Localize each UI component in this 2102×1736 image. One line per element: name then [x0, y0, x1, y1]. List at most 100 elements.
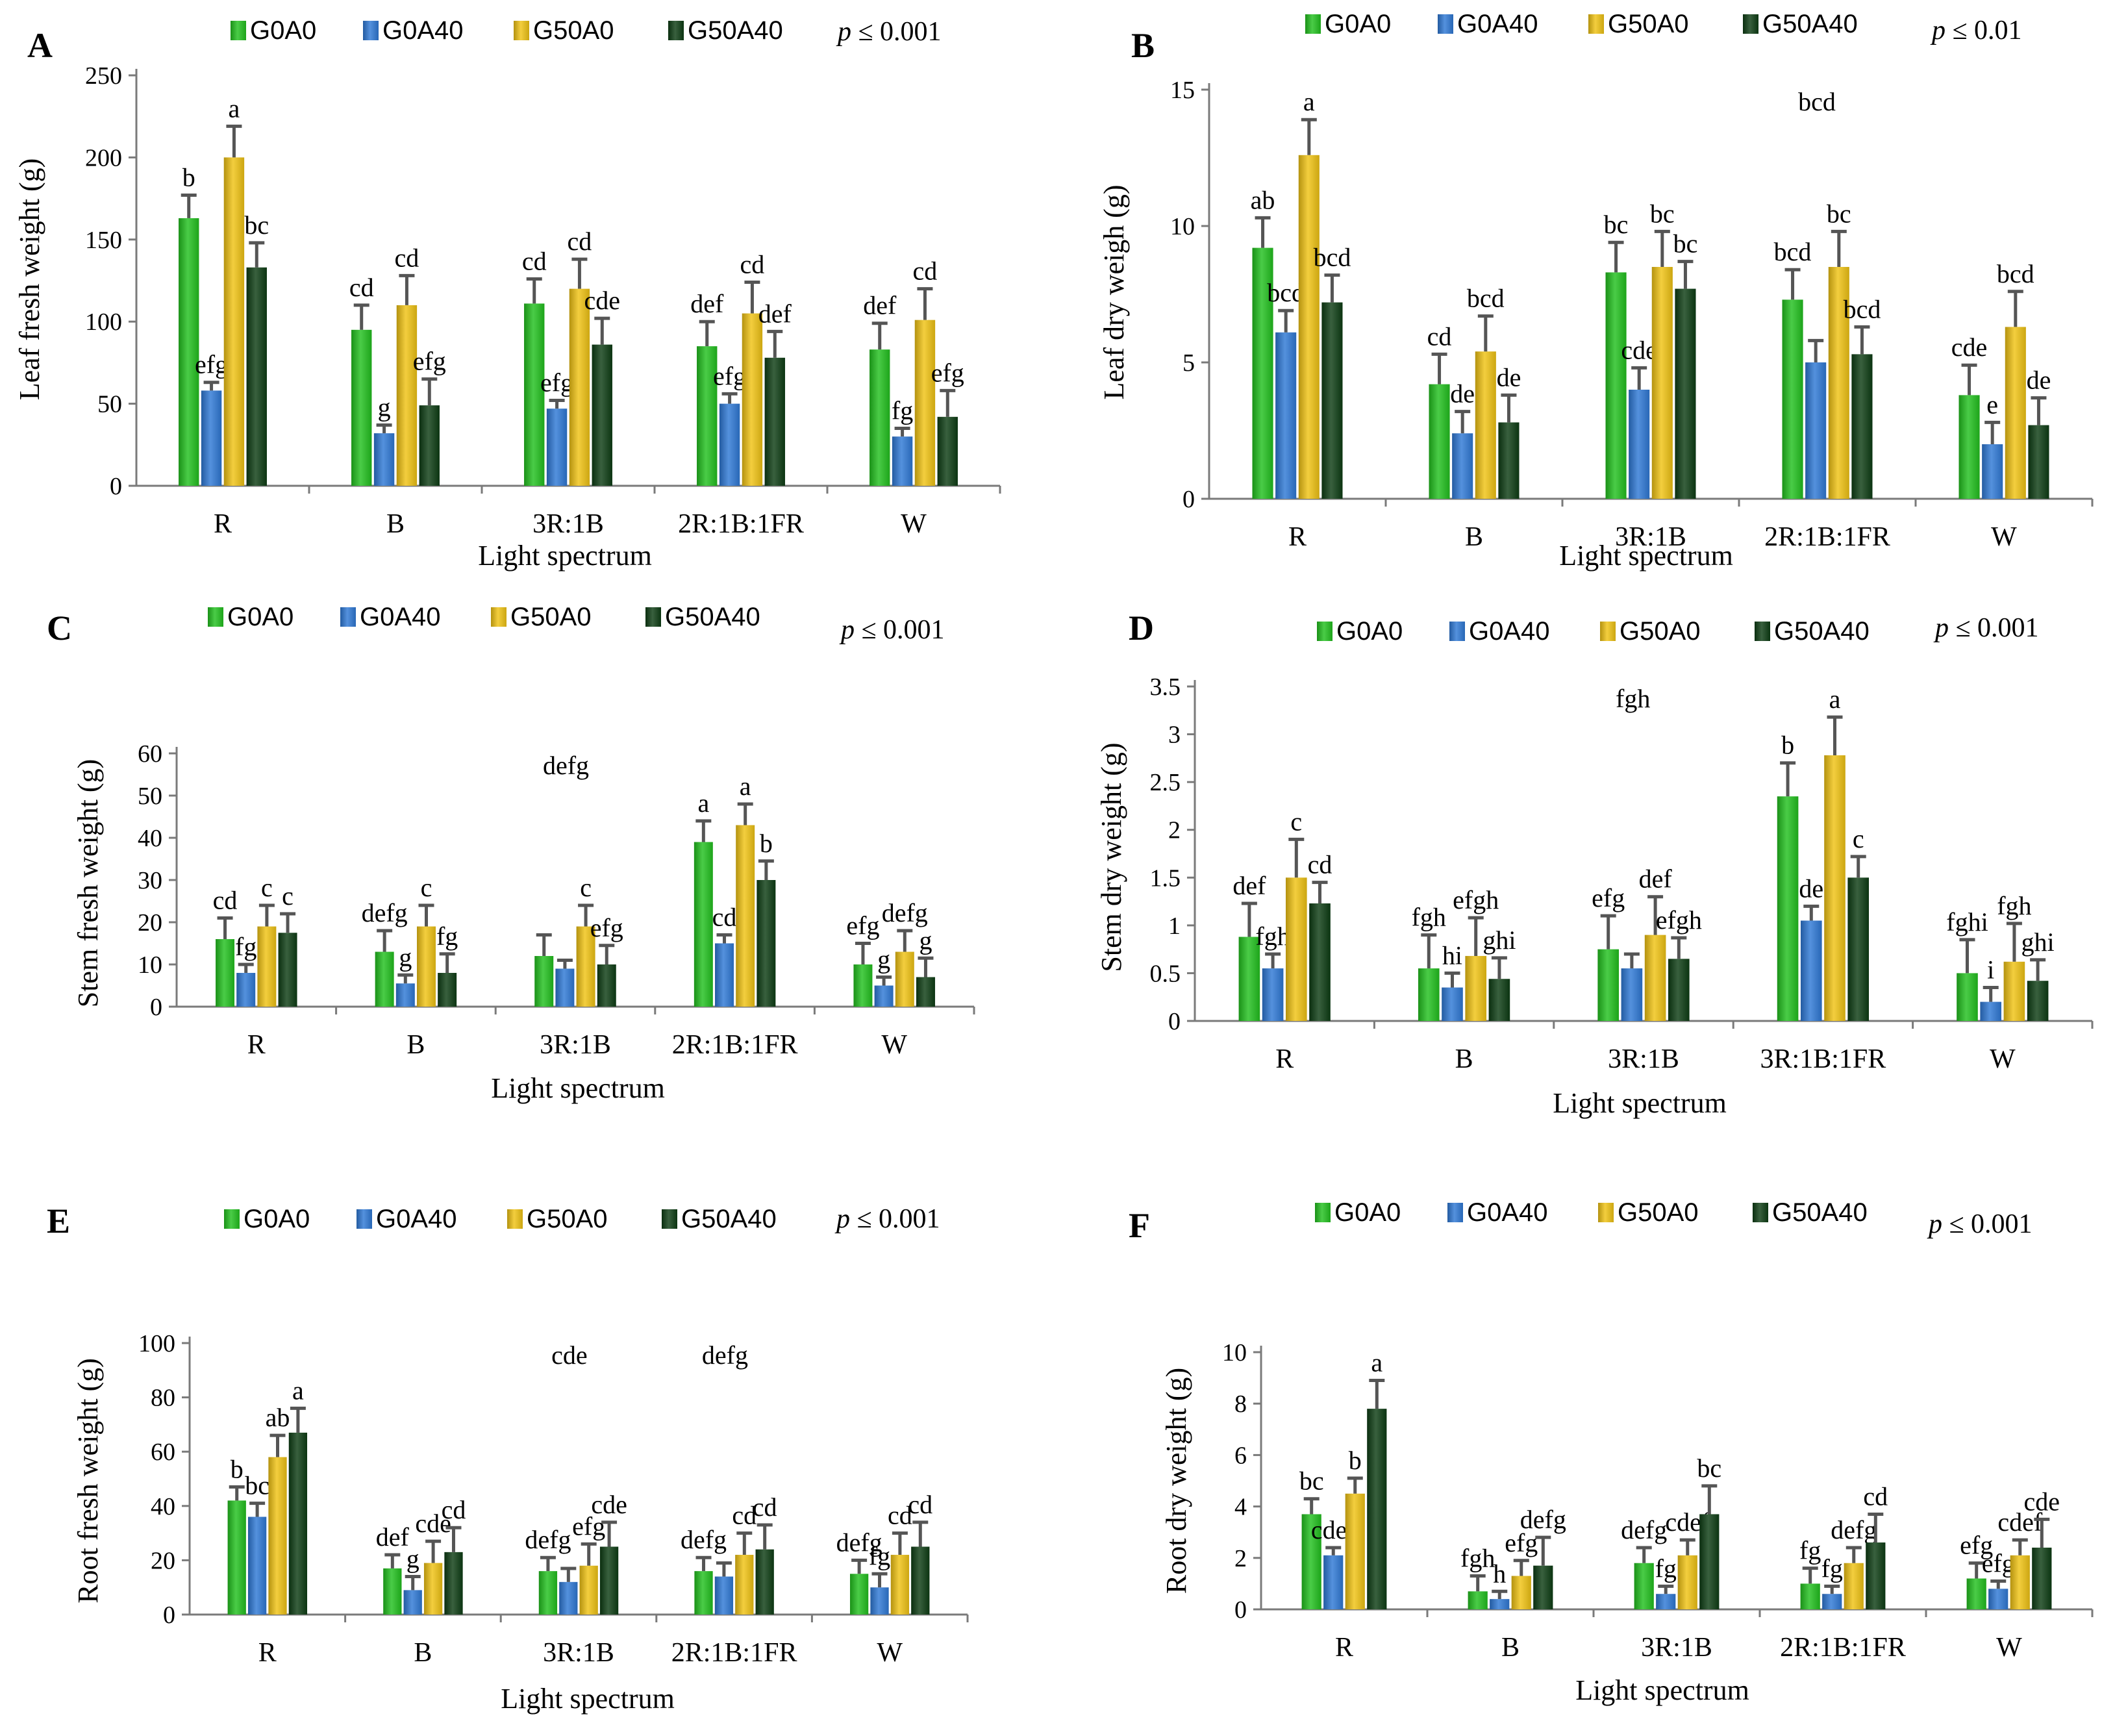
significance-letter: cde [591, 1490, 627, 1519]
significance-letter: bcd [1267, 278, 1305, 307]
bar-g0a0 [1782, 299, 1803, 499]
x-category-label: B [407, 1030, 425, 1060]
significance-letter: ghi [2021, 927, 2055, 957]
significance-letter: efg [1592, 883, 1625, 912]
significance-letter: hi [1442, 940, 1462, 970]
p-value: p ≤ 0.001 [1933, 613, 2039, 643]
bar-g0a0 [538, 1571, 558, 1615]
bar-g50a0 [890, 1555, 910, 1615]
x-category-label: B [1455, 1044, 1473, 1074]
panel-c: C G0A0 G0A40 G50A0 G50A40 p ≤ 0.001 0 10 20 30 40 5… [47, 603, 975, 1104]
bar-g0a40 [1800, 920, 1822, 1021]
significance-letter: de [1497, 362, 1521, 392]
bar-g50a0 [416, 926, 436, 1007]
legend-label: G0A0 [250, 16, 316, 45]
y-tick-label: 100 [138, 1330, 175, 1357]
legend-label: G0A40 [360, 603, 441, 631]
y-tick-label: 6 [1234, 1442, 1247, 1469]
legend: G0A0 G0A40 G50A0 G50A40 [1315, 1198, 1868, 1227]
significance-letter: defg [1621, 1515, 1667, 1544]
bar-g50a0 [1465, 955, 1487, 1021]
y-tick-label: 50 [138, 783, 162, 810]
x-category-label: 2R:1B:1FR [1780, 1633, 1906, 1663]
significance-letter: def [690, 289, 724, 318]
significance-letter: a [229, 94, 240, 123]
x-category-label: R [1275, 1044, 1294, 1074]
y-tick-label: 30 [138, 867, 162, 894]
significance-letter: i [1987, 955, 1994, 985]
bar-g50a40 [1309, 903, 1331, 1021]
significance-letter: efg [1982, 1548, 2015, 1578]
significance-letter: cde [415, 1509, 451, 1538]
significance-letter: cd [908, 1490, 932, 1519]
legend-swatch-g50a40 [645, 607, 661, 627]
bar-g50a0 [396, 305, 418, 486]
significance-letter: cdef [1997, 1507, 2043, 1537]
bar-g50a0 [1651, 267, 1673, 499]
significance-letter: c [421, 873, 432, 902]
x-category-label: W [1991, 522, 2017, 552]
y-tick-label: 2 [1168, 817, 1181, 844]
bar-g0a40 [1262, 968, 1284, 1021]
bar-g50a40 [288, 1432, 308, 1615]
bar-g0a0 [1597, 949, 1619, 1021]
significance-letter: bcd [1314, 243, 1351, 272]
y-tick-label: 60 [151, 1439, 175, 1466]
legend-swatch-g0a40 [1438, 14, 1453, 34]
legend-swatch-g0a40 [1449, 622, 1465, 641]
x-category-label: 3R:1B [1641, 1633, 1712, 1663]
bar-g0a0 [1429, 384, 1450, 499]
y-tick-label: 0 [1182, 486, 1195, 513]
bar-g50a40 [916, 977, 935, 1007]
annotation-letter: defg [543, 751, 589, 780]
bar-g0a40 [555, 968, 575, 1007]
legend-swatch-g0a40 [1447, 1203, 1463, 1222]
significance-letter: efg [1505, 1528, 1538, 1557]
significance-letter: efg [540, 368, 573, 397]
significance-letter: ab [266, 1403, 290, 1432]
x-axis-title: Light spectrum [501, 1683, 675, 1715]
bar-g0a40 [1490, 1599, 1510, 1609]
significance-letter: cde [584, 286, 621, 315]
bar-g50a40 [757, 880, 776, 1007]
y-tick-label: 0 [150, 994, 162, 1021]
bar-g0a40 [870, 1587, 889, 1615]
panel-f: F G0A0 G0A40 G50A0 G50A40 p ≤ 0.0010246810Rbc… [1129, 1198, 2094, 1706]
y-tick-label: 250 [85, 62, 122, 90]
bar-g50a40 [1866, 1542, 1886, 1609]
y-tick-label: 0 [1168, 1008, 1181, 1035]
bar-g50a0 [1298, 155, 1320, 499]
bar-g50a0 [1285, 877, 1307, 1021]
significance-letter: g [919, 925, 932, 955]
p-value: p ≤ 0.01 [1930, 16, 2022, 45]
bar-g0a0 [1958, 395, 1980, 499]
panel-label: A [27, 26, 53, 65]
legend-swatch-g0a40 [363, 21, 379, 40]
bar-g50a0 [1824, 755, 1846, 1021]
significance-letter: cde [2024, 1487, 2060, 1516]
bar-g0a40 [1982, 444, 2003, 499]
bar-g50a40 [1321, 302, 1343, 499]
x-category-label: W [1996, 1633, 2022, 1663]
y-tick-label: 10 [1170, 213, 1195, 240]
significance-letter: efg [413, 347, 446, 376]
bar-g50a0 [736, 825, 755, 1007]
significance-letter: bcd [1844, 294, 1881, 323]
significance-letter: efg [713, 361, 746, 390]
bar-g0a40 [892, 436, 913, 486]
significance-letter: ghi [1483, 925, 1516, 955]
y-tick-label: 0.5 [1150, 960, 1181, 987]
bar-g0a40 [715, 943, 734, 1007]
legend-swatch-g50a40 [662, 1209, 677, 1229]
legend-swatch-g50a0 [1600, 622, 1616, 641]
x-category-label: W [1990, 1044, 2016, 1074]
significance-letter: cd [712, 903, 737, 932]
legend: G0A0 G0A40 G50A0 G50A40 [231, 16, 783, 45]
bar-g50a0 [1345, 1493, 1365, 1609]
significance-letter: de [2027, 366, 2051, 395]
significance-letter: c [282, 881, 294, 911]
bar-g50a40 [1498, 422, 1520, 499]
significance-letter: bcd [1997, 259, 2034, 288]
y-tick-label: 40 [151, 1493, 175, 1520]
